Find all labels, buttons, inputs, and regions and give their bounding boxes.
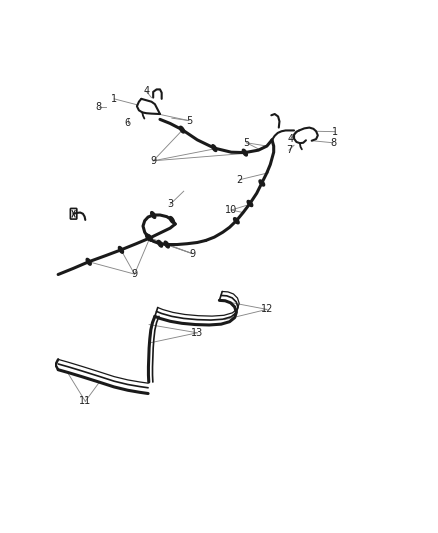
- Text: 9: 9: [131, 269, 138, 279]
- Ellipse shape: [170, 216, 174, 223]
- Ellipse shape: [145, 234, 151, 240]
- Text: 11: 11: [79, 397, 92, 406]
- Text: 9: 9: [189, 248, 195, 259]
- Ellipse shape: [118, 246, 124, 253]
- Text: 12: 12: [261, 304, 273, 314]
- Text: 8: 8: [96, 102, 102, 112]
- Text: 1: 1: [332, 127, 338, 136]
- Text: 5: 5: [186, 116, 192, 126]
- Text: 2: 2: [237, 175, 243, 185]
- Ellipse shape: [259, 180, 265, 186]
- Ellipse shape: [151, 212, 155, 219]
- Text: 10: 10: [225, 205, 237, 215]
- Ellipse shape: [164, 241, 169, 248]
- Ellipse shape: [242, 149, 247, 156]
- Text: 6: 6: [125, 118, 131, 128]
- Text: 3: 3: [167, 199, 173, 209]
- Ellipse shape: [86, 259, 91, 265]
- Ellipse shape: [158, 240, 162, 247]
- Text: 4: 4: [143, 86, 149, 96]
- Text: 7: 7: [286, 145, 292, 155]
- Ellipse shape: [180, 126, 184, 133]
- Text: 1: 1: [111, 94, 117, 104]
- Text: 5: 5: [244, 138, 250, 148]
- Text: 9: 9: [150, 156, 156, 166]
- Text: 8: 8: [330, 138, 336, 148]
- Ellipse shape: [147, 235, 152, 241]
- Text: 4: 4: [288, 134, 294, 144]
- Ellipse shape: [247, 200, 253, 207]
- Ellipse shape: [212, 145, 217, 151]
- Ellipse shape: [233, 217, 239, 224]
- Text: 13: 13: [191, 328, 203, 338]
